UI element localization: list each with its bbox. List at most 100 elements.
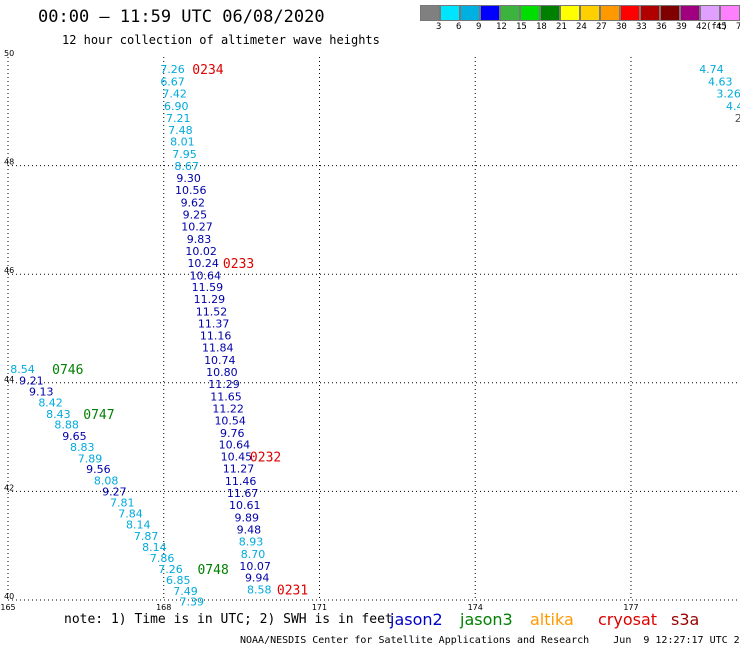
satellite-cryosat: cryosat (598, 610, 658, 629)
wave-height-value: 8.42 (38, 396, 63, 409)
wave-height-value: 11.29 (194, 293, 226, 306)
wave-height-value: 7.49 (173, 585, 198, 598)
legend-label: 70 (736, 22, 740, 32)
wave-height-value: 9.65 (62, 430, 87, 443)
legend-swatch (620, 5, 640, 21)
y-tick-label: 40 (4, 592, 14, 601)
legend-label: 12 (496, 22, 507, 32)
pass-time-label: 0748 (197, 563, 228, 578)
wave-height-value: 9.25 (183, 208, 208, 221)
y-tick-label: 42 (4, 483, 14, 492)
legend-swatch (600, 5, 620, 21)
legend-label: 9 (476, 22, 482, 32)
legend-label: 33 (636, 22, 647, 32)
wave-height-value: 10.56 (175, 184, 207, 197)
wave-height-value: 8.83 (70, 441, 95, 454)
x-tick-label: 168 (156, 603, 171, 612)
pass-time-label: 0232 (250, 451, 281, 466)
page-title: 00:00 – 11:59 UTC 06/08/2020 (38, 7, 325, 27)
wave-height-value: 11.84 (202, 342, 234, 355)
pass-time-label: 0746 (52, 363, 83, 378)
legend-swatch (440, 5, 460, 21)
y-tick-label: 44 (4, 375, 14, 384)
wave-height-value: 10.64 (219, 439, 251, 452)
pass-time-label: 0747 (83, 408, 114, 423)
wave-height-value: 9.13 (29, 385, 54, 398)
wave-height-value: 10.64 (190, 269, 222, 282)
wave-height-value: 10.80 (206, 366, 238, 379)
y-tick-label: 48 (4, 158, 14, 167)
wave-height-value: 7.21 (166, 112, 191, 125)
wave-height-value: 10.27 (181, 220, 213, 233)
wave-height-value: 10.02 (185, 245, 217, 258)
wave-height-value: 11.46 (225, 475, 257, 488)
wave-height-value: 9.30 (176, 172, 201, 185)
legend-label: 30 (616, 22, 627, 32)
wave-height-value: 8.88 (54, 419, 79, 432)
x-tick-label: 177 (623, 603, 638, 612)
wave-height-value: 4.74 (699, 63, 724, 76)
pass-time-label: 0231 (277, 584, 308, 599)
legend-swatch (460, 5, 480, 21)
wave-height-value: 9.48 (237, 523, 262, 536)
wave-height-value: 3.26 (716, 87, 740, 100)
wave-height-value: 11.52 (196, 306, 228, 319)
legend-swatch (520, 5, 540, 21)
legend-swatch (580, 5, 600, 21)
wave-height-value: 10.45 (221, 451, 253, 464)
wave-height-value: 8.67 (174, 160, 199, 173)
wave-height-value: 7.89 (78, 452, 103, 465)
pass-time-label: 0233 (223, 257, 254, 272)
wave-height-value: 10.24 (187, 257, 219, 270)
wave-height-value: 10.54 (214, 414, 246, 427)
wave-height-value: 7.86 (150, 552, 175, 565)
wave-height-value: 7.26 (160, 63, 185, 76)
footnote: note: 1) Time is in UTC; 2) SWH is in fe… (64, 612, 393, 627)
wave-height-value: 9.21 (19, 375, 44, 388)
wave-height-value: 8.70 (241, 548, 266, 561)
wave-height-value: 11.67 (227, 487, 259, 500)
page-subtitle: 12 hour collection of altimeter wave hei… (62, 33, 380, 47)
legend-swatch (420, 5, 440, 21)
legend-swatch (540, 5, 560, 21)
wave-height-value: 6.85 (166, 574, 191, 587)
wave-height-value: 8.01 (170, 136, 195, 149)
wave-height-value: 9.89 (235, 511, 260, 524)
legend-swatch (560, 5, 580, 21)
legend-label: 15 (516, 22, 527, 32)
legend-unit: (ft) (706, 22, 728, 32)
wave-height-value: 7.26 (158, 563, 183, 576)
wave-height-value: 8.93 (239, 535, 264, 548)
wave-height-value: 8.08 (94, 475, 119, 488)
legend-swatch (480, 5, 500, 21)
wave-height-value: 9.62 (181, 197, 206, 210)
wave-height-value: 9.94 (245, 572, 270, 585)
wave-height-value: 11.29 (208, 378, 240, 391)
credit-line: NOAA/NESDIS Center for Satellite Applica… (240, 635, 740, 646)
wave-height-value: 2. (735, 112, 740, 125)
wave-height-value: 7.39 (180, 596, 205, 609)
legend-label: 39 (676, 22, 687, 32)
pass-time-label: 0234 (192, 63, 223, 78)
wave-height-value: 11.59 (192, 281, 224, 294)
legend-label: 45 (716, 22, 727, 32)
satellite-jason3: jason3 (460, 610, 513, 629)
wave-height-value: 7.81 (110, 496, 135, 509)
wave-height-value: 11.65 (210, 390, 242, 403)
wave-height-value: 10.74 (204, 354, 236, 367)
legend-label: 27 (596, 22, 607, 32)
wave-height-value: 7.42 (162, 87, 187, 100)
wave-height-value: 4.63 (708, 75, 733, 88)
satellite-altika: altika (530, 610, 574, 629)
legend-label: 21 (556, 22, 567, 32)
wave-height-value: 4.4 (726, 100, 740, 113)
wave-height-value: 6.90 (164, 100, 189, 113)
wave-height-value: 7.84 (118, 508, 143, 521)
x-tick-label: 174 (468, 603, 483, 612)
legend-label: 24 (576, 22, 587, 32)
y-tick-label: 46 (4, 266, 14, 275)
wave-height-value: 10.07 (239, 560, 271, 573)
wave-height-value: 9.76 (220, 427, 245, 440)
y-tick-label: 50 (4, 49, 14, 58)
